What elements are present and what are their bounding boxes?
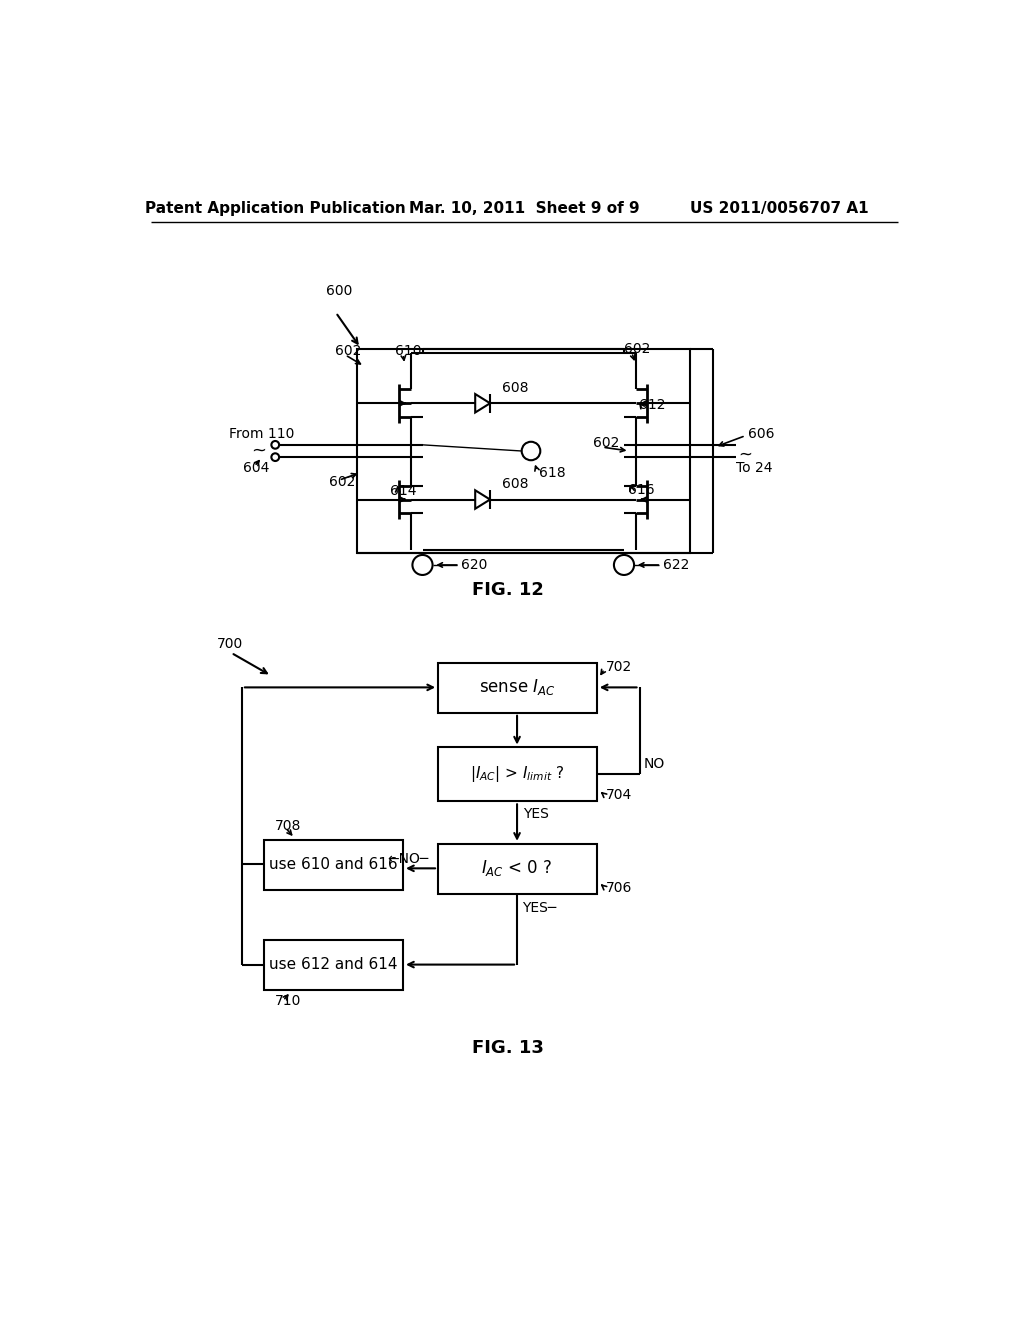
Text: ~: ~ <box>251 442 265 459</box>
Text: 602: 602 <box>593 437 620 450</box>
Text: 612: 612 <box>640 397 666 412</box>
Text: sense $\mathit{I}_{AC}$: sense $\mathit{I}_{AC}$ <box>479 677 555 697</box>
Text: 700: 700 <box>217 636 244 651</box>
Text: FIG. 13: FIG. 13 <box>472 1039 544 1057</box>
Text: ~: ~ <box>738 446 752 463</box>
Text: YES─: YES─ <box>521 900 556 915</box>
Text: use 610 and 616: use 610 and 616 <box>269 857 397 873</box>
Polygon shape <box>475 395 490 412</box>
Text: 610: 610 <box>395 345 422 358</box>
Text: Patent Application Publication: Patent Application Publication <box>144 201 406 216</box>
Text: 708: 708 <box>275 818 302 833</box>
Text: 602: 602 <box>624 342 650 356</box>
Text: 704: 704 <box>606 788 633 803</box>
Bar <box>263 840 403 890</box>
Text: $I_{AC}$ < 0 ?: $I_{AC}$ < 0 ? <box>481 858 553 878</box>
Text: 616: 616 <box>628 483 654 496</box>
Text: 622: 622 <box>663 558 689 572</box>
Text: 620: 620 <box>461 558 487 572</box>
Text: US 2011/0056707 A1: US 2011/0056707 A1 <box>690 201 868 216</box>
Text: 606: 606 <box>748 428 774 441</box>
Bar <box>438 663 597 713</box>
Text: use 612 and 614: use 612 and 614 <box>269 957 397 972</box>
Text: To 24: To 24 <box>736 461 773 475</box>
Text: 702: 702 <box>606 660 633 673</box>
Text: 608: 608 <box>502 381 528 395</box>
Text: Mar. 10, 2011  Sheet 9 of 9: Mar. 10, 2011 Sheet 9 of 9 <box>410 201 640 216</box>
Bar <box>356 350 690 553</box>
Text: 618: 618 <box>539 466 565 479</box>
Polygon shape <box>475 490 490 508</box>
Text: ←NO─: ←NO─ <box>388 853 429 866</box>
Text: FIG. 12: FIG. 12 <box>472 581 544 598</box>
Text: 602: 602 <box>335 345 361 358</box>
Text: 710: 710 <box>275 994 302 1007</box>
Text: 604: 604 <box>243 461 269 475</box>
Bar <box>438 747 597 801</box>
Text: From 110: From 110 <box>228 428 294 441</box>
Text: 706: 706 <box>606 880 633 895</box>
Bar <box>263 940 403 990</box>
Text: $|I_{AC}|$ > $I_{limit}$ ?: $|I_{AC}|$ > $I_{limit}$ ? <box>470 764 564 784</box>
Text: YES: YES <box>523 808 549 821</box>
Bar <box>438 843 597 894</box>
Text: 608: 608 <box>502 477 528 491</box>
Text: 600: 600 <box>326 284 352 298</box>
Text: NO: NO <box>643 758 665 771</box>
Text: 602: 602 <box>330 475 356 488</box>
Text: 614: 614 <box>390 484 417 498</box>
